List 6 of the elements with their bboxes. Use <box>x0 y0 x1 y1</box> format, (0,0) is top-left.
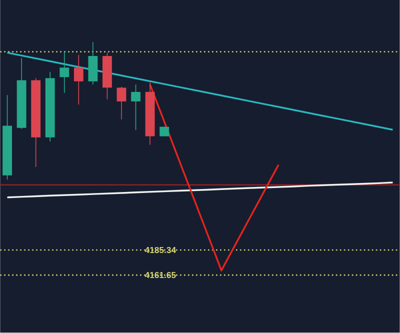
candlestick <box>60 51 70 94</box>
y-tick-label: 4161.65 <box>144 272 176 278</box>
candlestick <box>116 86 126 120</box>
y-tick-label: 4185.34 <box>144 247 176 254</box>
candlestick <box>131 84 140 130</box>
candlestick <box>74 54 84 106</box>
